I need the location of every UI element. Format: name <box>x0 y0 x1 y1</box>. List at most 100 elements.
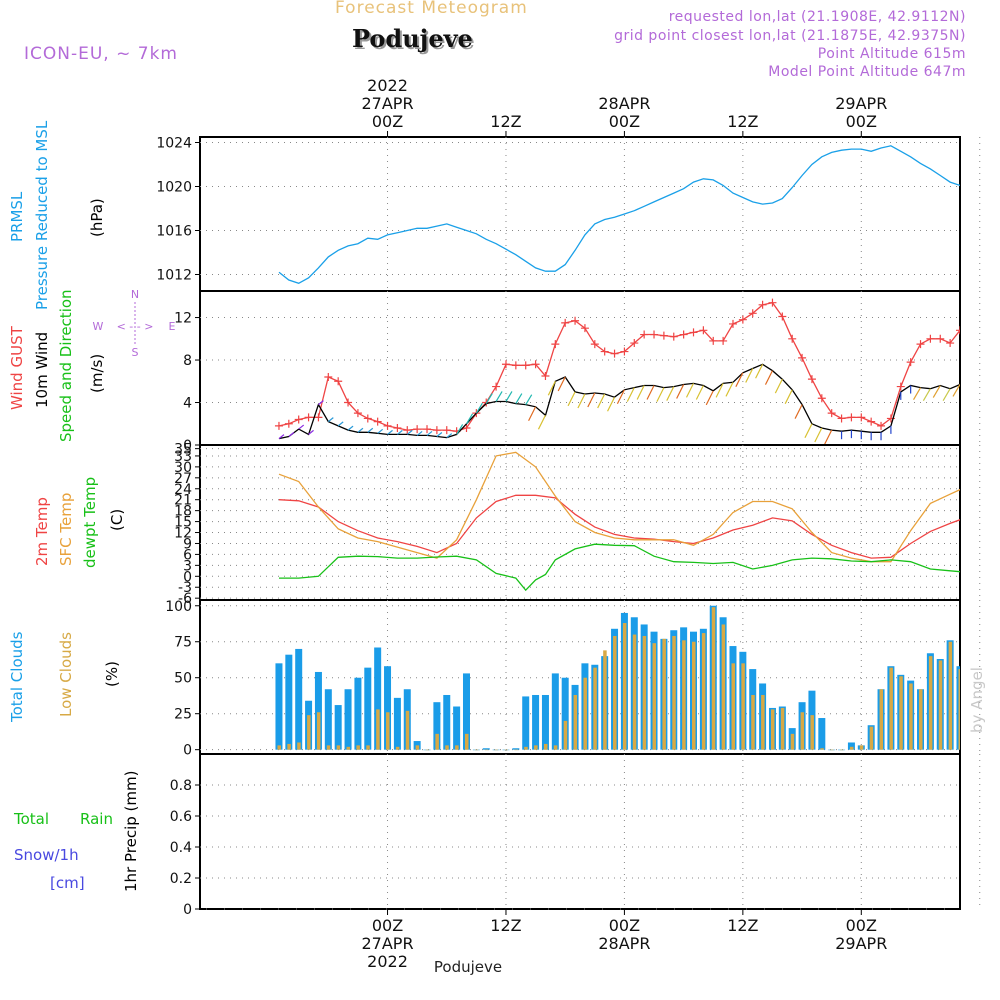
gust-marker <box>462 424 471 433</box>
low-cloud-bar <box>840 749 844 751</box>
y-tick-label: 27 <box>174 471 192 487</box>
wind-direction-arrow <box>288 432 295 437</box>
gust-marker <box>334 377 343 386</box>
gust-marker <box>669 332 678 341</box>
gust-marker <box>571 316 580 325</box>
gust-marker <box>561 318 570 327</box>
gust-marker <box>906 358 915 367</box>
total-cloud-bar <box>847 742 855 750</box>
top-time-label: 29APR <box>835 94 887 113</box>
y-tick-label: 0 <box>183 743 192 759</box>
top-time-label: 27APR <box>361 94 413 113</box>
wind-direction-arrow <box>705 390 714 406</box>
wind-line <box>278 363 960 440</box>
wind-direction-arrow <box>824 429 833 445</box>
wind-direction-arrow <box>963 381 970 393</box>
y-tick-label: 0.2 <box>170 871 192 887</box>
low-cloud-bar <box>425 749 430 751</box>
wind-direction-arrow <box>616 389 625 405</box>
gust-marker <box>314 413 323 422</box>
wind-direction-arrow <box>357 427 364 433</box>
low-cloud-bar <box>395 746 400 750</box>
sfc-temp-line <box>278 451 960 563</box>
low-cloud-bar <box>543 743 548 750</box>
low-cloud-bar <box>800 712 805 750</box>
gust-marker <box>531 360 540 369</box>
gust-marker <box>521 361 530 370</box>
gust-marker <box>788 334 797 343</box>
y-tick-label: 24 <box>174 482 192 498</box>
total-rain-label-rain: Rain <box>80 810 113 828</box>
total-rain-label-total: Total <box>14 810 50 828</box>
wind-direction-arrow <box>528 406 537 422</box>
wind-direction-arrow <box>318 400 324 406</box>
wind-direction-arrow <box>636 385 645 400</box>
gust-marker <box>294 415 303 424</box>
gust-marker <box>432 426 441 435</box>
wind-direction-arrow <box>685 383 695 398</box>
low-cloud-bar <box>701 633 706 750</box>
low-cloud-bar <box>879 689 884 750</box>
gust-marker <box>274 421 283 430</box>
y-tick-label: 25 <box>174 707 192 723</box>
meteogram-title: Forecast Meteogram <box>335 0 528 18</box>
low-cloud-bar <box>662 638 666 750</box>
gust-marker <box>798 353 807 362</box>
bottom-time-label: 12Z <box>727 916 758 935</box>
gust-marker <box>610 349 619 358</box>
y-tick-label: 1016 <box>156 224 192 240</box>
low-cloud-bar <box>326 745 331 750</box>
total-cloud-bar <box>522 696 530 750</box>
gust-marker <box>896 382 905 391</box>
gust-marker <box>403 426 412 435</box>
y-tick-label: 0.4 <box>170 840 192 856</box>
wind-direction-arrow <box>607 396 616 412</box>
low-cloud-bar <box>297 742 301 750</box>
low-cloud-bar <box>613 635 617 750</box>
low-cloud-bar <box>692 641 696 750</box>
gust-marker <box>324 373 333 382</box>
model-altitude: Model Point Altitude 647m <box>768 64 966 80</box>
low-cloud-bar <box>494 749 499 751</box>
location-title: Podujeve <box>352 24 473 53</box>
gust-marker <box>689 328 698 337</box>
low-cloud-bar <box>988 711 992 750</box>
y-tick-label: 15 <box>174 515 192 531</box>
total-cloud-bar <box>364 667 372 750</box>
low-cloud-bar <box>632 634 637 750</box>
wind-direction-arrow <box>784 389 793 405</box>
gust-marker <box>413 425 422 434</box>
total-cloud-bar <box>314 671 322 750</box>
low-cloud-bar <box>366 745 370 750</box>
wind-direction-arrow <box>715 383 724 398</box>
y-tick-label: 33 <box>174 449 192 465</box>
y-tick-label: 0 <box>183 902 192 918</box>
low-cloud-bar <box>287 743 291 750</box>
wind-direction-arrow <box>436 432 443 437</box>
gust-marker <box>442 426 451 435</box>
top-time-label: 28APR <box>598 94 650 113</box>
y-tick-label: 3 <box>183 558 192 574</box>
bottom-time-label: 12Z <box>490 916 521 935</box>
y-tick-label: 0.6 <box>170 809 192 825</box>
bottom-time-label: 00Z <box>372 916 403 935</box>
panel-frame <box>199 290 961 446</box>
requested-coords: requested lon,lat (21.1908E, 42.9112N) <box>668 9 966 25</box>
gust-marker <box>995 322 1000 330</box>
wind-direction-arrow <box>587 392 596 408</box>
bottom-time-label: 27APR <box>361 934 413 953</box>
gust-marker <box>383 421 392 430</box>
wind-direction-arrow <box>695 385 704 400</box>
low-cloud-bar <box>386 712 390 750</box>
y-tick-label: 12 <box>174 311 192 327</box>
low-cloud-bar <box>721 624 726 750</box>
gust-marker <box>807 375 816 384</box>
low-cloud-bar <box>682 640 686 750</box>
gust-marker <box>304 413 313 422</box>
wind-direction-arrow <box>426 430 433 436</box>
low-cloud-bar <box>751 694 755 750</box>
temp-2m-line <box>278 494 960 559</box>
gust-marker <box>590 340 599 349</box>
low-cloud-bar <box>593 667 597 750</box>
gust-marker <box>966 318 974 326</box>
